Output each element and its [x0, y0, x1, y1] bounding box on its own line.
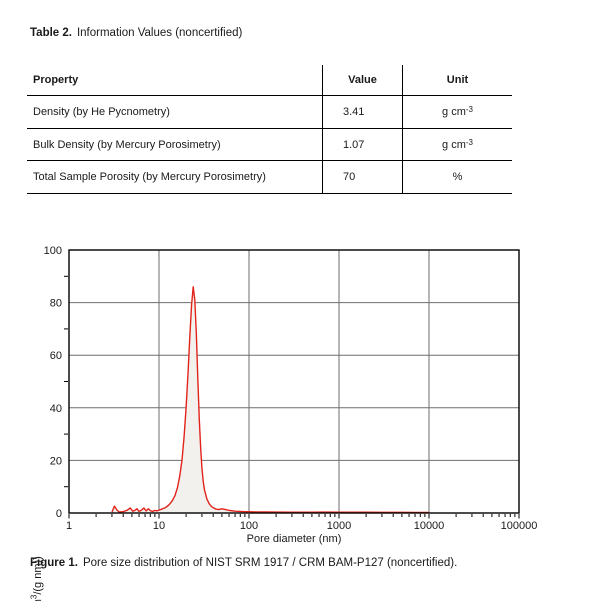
table-header-row: Property Value Unit	[27, 65, 512, 96]
value-cell: 70	[323, 161, 403, 193]
value-cell: 3.41	[323, 96, 403, 128]
table-title: Table 2. Information Values (noncertified…	[30, 27, 242, 39]
table-title-bold: Table 2.	[30, 27, 72, 39]
value-column-header: Value	[323, 65, 403, 95]
y-tick-label: 60	[50, 350, 62, 362]
table-row: Bulk Density (by Mercury Porosimetry) 1.…	[27, 129, 512, 161]
x-tick-label: 100000	[501, 520, 538, 532]
x-tick-label: 10000	[414, 520, 445, 532]
unit-base: %	[452, 171, 463, 183]
y-tick-label: 40	[50, 403, 62, 415]
figure-caption: Figure 1. Pore size distribution of NIST …	[30, 557, 457, 569]
y-tick-label: 20	[50, 455, 62, 467]
x-tick-label: 100	[240, 520, 258, 532]
x-tick-label: 1	[66, 520, 72, 532]
y-tick-label: 100	[44, 245, 62, 257]
y-axis-label: dVp/ddp (mm3/(g nm))	[29, 469, 44, 601]
table-row: Total Sample Porosity (by Mercury Porosi…	[27, 161, 512, 194]
y-axis-label-sup: 3	[29, 594, 39, 600]
value-cell: 1.07	[323, 129, 403, 160]
unit-cell: g cm -3	[442, 137, 473, 151]
curve-fill	[111, 286, 429, 513]
unit-cell: %	[403, 161, 512, 193]
x-tick-label: 1000	[327, 520, 351, 532]
table-title-rest: Information Values (noncertified)	[76, 27, 243, 39]
unit-cell: g cm -3	[442, 105, 473, 119]
x-axis-label: Pore diameter (nm)	[247, 533, 342, 545]
x-tick-label: 10	[153, 520, 165, 532]
y-tick-label: 80	[50, 298, 62, 310]
unit-base: g cm	[442, 106, 466, 118]
property-cell: Total Sample Porosity (by Mercury Porosi…	[27, 161, 323, 193]
figure-caption-bold: Figure 1.	[30, 557, 78, 569]
table-body: Density (by He Pycnometry) 3.41 g cm -3 B…	[27, 96, 512, 194]
distribution-curve	[111, 286, 429, 514]
pore-size-distribution-figure: 1 10 100 1000 10000 100000 0 20 40 60 80 100 Pore di…	[0, 235, 610, 601]
unit-column-header: Unit	[446, 74, 469, 86]
property-cell: Bulk Density (by Mercury Porosimetry)	[27, 129, 323, 160]
property-cell: Density (by He Pycnometry)	[27, 96, 323, 128]
figure-caption-rest: Pore size distribution of NIST SRM 1917 …	[82, 557, 458, 569]
plot-frame	[68, 249, 520, 514]
property-column-header: Property	[27, 65, 323, 95]
table-row: Density (by He Pycnometry) 3.41 g cm -3	[27, 96, 512, 129]
y-tick-label: 0	[56, 508, 62, 520]
unit-base: g cm	[442, 138, 466, 151]
information-values-table: Property Value Unit Density (by He Pycno…	[27, 65, 512, 194]
